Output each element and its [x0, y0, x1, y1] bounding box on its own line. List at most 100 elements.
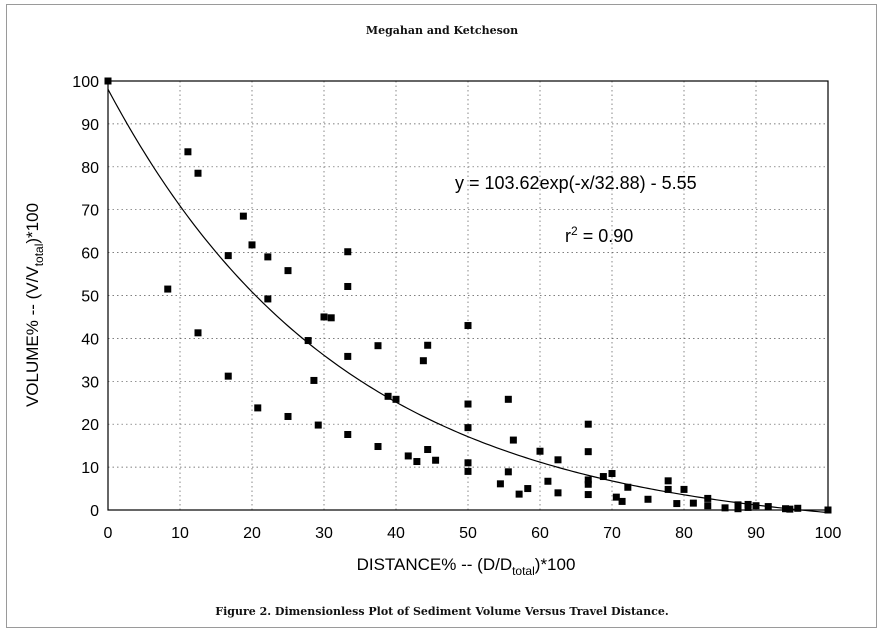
data-point [554, 489, 562, 497]
x-tick-label: 50 [459, 525, 477, 542]
data-point [624, 483, 632, 491]
data-point [264, 253, 272, 261]
data-point [744, 503, 752, 511]
y-tick-label: 60 [81, 246, 99, 263]
y-tick-label: 70 [81, 203, 99, 220]
data-point [104, 77, 112, 85]
y-tick-label: 80 [81, 160, 99, 177]
x-tick-label: 100 [815, 525, 842, 542]
data-point [314, 421, 322, 429]
data-point [680, 485, 688, 493]
data-point [413, 458, 421, 466]
data-point [310, 376, 318, 384]
data-point [194, 329, 202, 337]
data-point [515, 490, 523, 498]
data-point [344, 248, 352, 256]
data-point [554, 456, 562, 464]
data-point [224, 252, 232, 260]
x-tick-label: 20 [243, 525, 261, 542]
data-point [464, 424, 472, 432]
data-point [344, 282, 352, 290]
data-point [392, 395, 400, 403]
data-point [504, 468, 512, 476]
data-point [524, 485, 532, 493]
plot-border [107, 80, 829, 511]
data-point [584, 491, 592, 499]
data-point [664, 485, 672, 493]
x-tick-labels: 0 10 20 30 40 50 60 70 80 90 100 [104, 525, 842, 542]
grid [107, 80, 829, 511]
data-point [384, 392, 392, 400]
data-point [752, 502, 760, 510]
data-point [424, 341, 432, 349]
data-point [254, 404, 262, 412]
x-tick-label: 0 [104, 525, 113, 542]
data-point [164, 285, 172, 293]
data-point [509, 436, 517, 444]
figure-caption: Figure 2. Dimensionless Plot of Sediment… [215, 605, 669, 618]
y-tick-labels: 0 10 20 30 40 50 60 70 80 90 100 [72, 74, 99, 520]
x-tick-label: 60 [531, 525, 549, 542]
data-point [464, 400, 472, 408]
data-point [782, 505, 790, 513]
running-header: Megahan and Ketcheson [365, 24, 519, 37]
x-tick-label: 70 [603, 525, 621, 542]
data-point [344, 430, 352, 438]
data-point [327, 314, 335, 322]
data-point [644, 495, 652, 503]
data-point [704, 494, 712, 502]
data-point [584, 420, 592, 428]
data-point [284, 412, 292, 420]
y-tick-label: 0 [90, 503, 99, 520]
y-tick-label: 90 [81, 117, 99, 134]
x-tick-label: 80 [675, 525, 693, 542]
data-point [284, 267, 292, 275]
data-point [824, 506, 832, 514]
data-point [544, 477, 552, 485]
data-point [612, 493, 620, 501]
data-point [786, 505, 794, 513]
figure-frame [6, 4, 877, 628]
data-point [689, 499, 697, 507]
y-tick-label: 50 [81, 289, 99, 306]
data-point [194, 169, 202, 177]
data-point [764, 503, 772, 511]
x-tick-label: 10 [171, 525, 189, 542]
x-tick-label: 90 [747, 525, 765, 542]
data-point [673, 500, 681, 508]
r-squared-annotation: r2 = 0.90 [565, 224, 633, 246]
data-points [104, 77, 832, 514]
data-point [504, 395, 512, 403]
data-point [248, 241, 256, 249]
data-point [734, 501, 742, 509]
data-point [734, 505, 742, 513]
data-point [794, 504, 802, 512]
data-point [264, 295, 272, 303]
axes [107, 80, 829, 511]
y-axis-title: VOLUME% -- (V/Vtotal)*100 [23, 203, 46, 407]
y-tick-label: 20 [81, 417, 99, 434]
data-point [432, 456, 440, 464]
data-point [536, 447, 544, 455]
equation-annotation: y = 103.62exp(-x/32.88) - 5.55 [455, 173, 697, 193]
data-point [424, 446, 432, 454]
data-point [721, 504, 729, 512]
y-tick-label: 30 [81, 374, 99, 391]
data-point [344, 352, 352, 360]
y-tick-label: 100 [72, 74, 99, 91]
data-point [584, 476, 592, 484]
data-point [618, 497, 626, 505]
data-point [404, 452, 412, 460]
data-point [184, 148, 192, 156]
data-point [704, 502, 712, 510]
y-tick-label: 10 [81, 460, 99, 477]
data-point [374, 342, 382, 350]
data-point [224, 372, 232, 380]
data-point [599, 473, 607, 481]
data-point [584, 448, 592, 456]
x-tick-label: 40 [387, 525, 405, 542]
y-tick-label: 40 [81, 331, 99, 348]
x-axis-title: DISTANCE% -- (D/Dtotal)*100 [357, 555, 576, 578]
data-point [419, 357, 427, 365]
